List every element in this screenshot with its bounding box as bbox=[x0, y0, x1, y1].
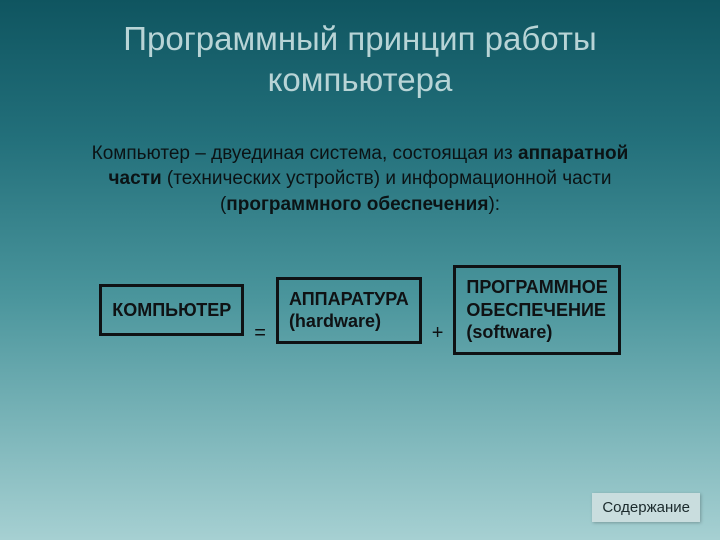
box-hardware-line2: (hardware) bbox=[289, 310, 409, 333]
box-software: ПРОГРАММНОЕ ОБЕСПЕЧЕНИЕ (software) bbox=[453, 265, 620, 355]
desc-text-suffix: ): bbox=[488, 194, 500, 215]
toc-button[interactable]: Содержание bbox=[592, 493, 700, 522]
slide-description: Компьютер – двуединая система, состоящая… bbox=[0, 101, 720, 218]
operator-plus: + bbox=[430, 322, 446, 345]
box-hardware: АППАРАТУРА (hardware) bbox=[276, 277, 422, 344]
box-software-line2: ОБЕСПЕЧЕНИЕ bbox=[466, 299, 607, 322]
box-software-line3: (software) bbox=[466, 321, 607, 344]
box-computer: КОМПЬЮТЕР bbox=[99, 284, 244, 337]
operator-equals: = bbox=[252, 322, 268, 345]
equation-row: КОМПЬЮТЕР = АППАРАТУРА (hardware) + ПРОГ… bbox=[0, 265, 720, 355]
box-software-line1: ПРОГРАММНОЕ bbox=[466, 276, 607, 299]
slide-title: Программный принцип работы компьютера bbox=[0, 0, 720, 101]
box-hardware-line1: АППАРАТУРА bbox=[289, 288, 409, 311]
desc-text-prefix: Компьютер – двуединая система, состоящая… bbox=[92, 143, 518, 164]
desc-bold-software: программного обеспечения bbox=[226, 194, 488, 215]
